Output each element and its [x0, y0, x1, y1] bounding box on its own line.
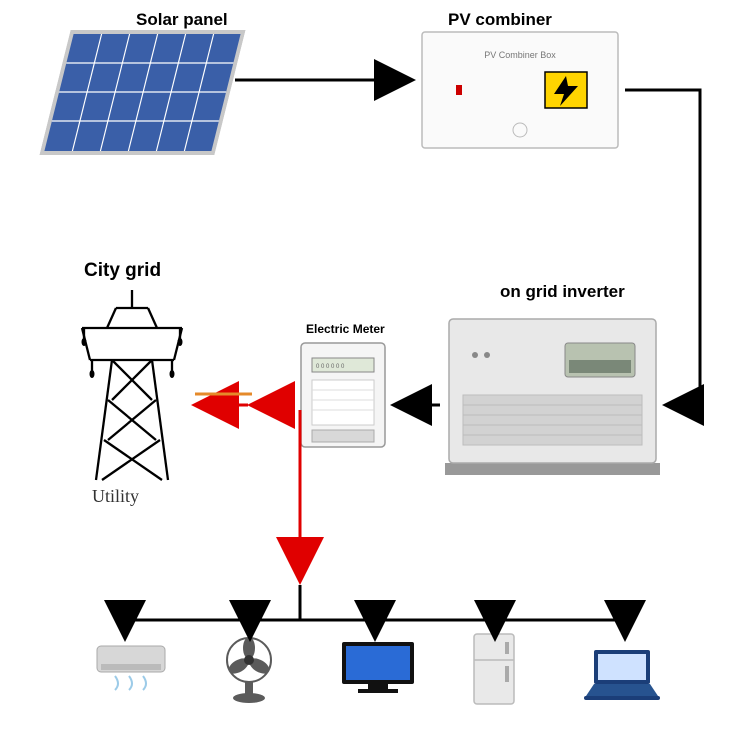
combiner-box-text: PV Combiner Box [484, 50, 556, 60]
appliance-fan [218, 636, 280, 709]
appliance-fridge [470, 632, 518, 713]
city-grid-label: City grid [84, 260, 161, 282]
utility-sublabel: Utility [92, 486, 139, 507]
appliance-drops [125, 620, 625, 636]
solar-panel-label: Solar panel [136, 10, 228, 30]
appliance-laptop [580, 648, 664, 707]
solar-panel [39, 30, 245, 155]
electric-meter: 0 0 0 0 0 0 [298, 340, 388, 450]
inverter-label: on grid inverter [500, 282, 625, 302]
pv-combiner-label: PV combiner [448, 10, 552, 30]
appliance-ac [95, 640, 167, 697]
on-grid-inverter [445, 315, 660, 475]
city-grid-tower [72, 290, 192, 485]
meter-label: Electric Meter [306, 322, 385, 336]
pv-combiner-box: PV Combiner Box [420, 30, 620, 150]
appliance-tv [338, 640, 418, 701]
svg-text:0 0 0 0 0 0: 0 0 0 0 0 0 [316, 364, 345, 370]
